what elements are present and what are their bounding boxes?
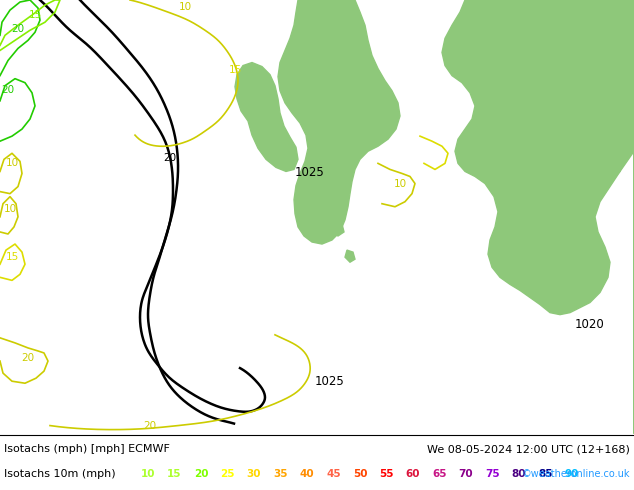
- Text: Isotachs (mph) [mph] ECMWF: Isotachs (mph) [mph] ECMWF: [4, 444, 170, 454]
- Polygon shape: [442, 0, 634, 434]
- Text: 45: 45: [326, 468, 341, 479]
- Text: 80: 80: [512, 468, 526, 479]
- Polygon shape: [505, 40, 625, 222]
- Text: 15: 15: [29, 10, 42, 20]
- Text: 75: 75: [485, 468, 500, 479]
- Text: 10: 10: [3, 204, 16, 214]
- Text: 30: 30: [247, 468, 261, 479]
- Text: Isotachs 10m (mph): Isotachs 10m (mph): [4, 468, 115, 479]
- Text: 65: 65: [432, 468, 447, 479]
- Polygon shape: [500, 0, 634, 131]
- Text: 15: 15: [228, 65, 242, 74]
- Text: 10: 10: [6, 158, 18, 169]
- Text: 90: 90: [565, 468, 579, 479]
- Text: 1025: 1025: [295, 167, 325, 179]
- Text: 55: 55: [379, 468, 394, 479]
- Text: 1025: 1025: [315, 375, 345, 388]
- Text: 15: 15: [167, 468, 182, 479]
- Text: 10: 10: [178, 2, 191, 12]
- Text: 1020: 1020: [575, 318, 605, 331]
- Polygon shape: [328, 222, 344, 236]
- Text: 15: 15: [5, 252, 18, 262]
- Text: 25: 25: [220, 468, 235, 479]
- Text: 50: 50: [353, 468, 367, 479]
- Text: ©weatheronline.co.uk: ©weatheronline.co.uk: [522, 468, 630, 479]
- Text: 20: 20: [1, 85, 15, 95]
- Text: 40: 40: [300, 468, 314, 479]
- Polygon shape: [278, 0, 400, 244]
- Text: 20: 20: [143, 420, 157, 431]
- Polygon shape: [345, 250, 355, 262]
- Text: 35: 35: [273, 468, 288, 479]
- Text: 60: 60: [406, 468, 420, 479]
- Text: 20: 20: [22, 353, 35, 363]
- Polygon shape: [235, 63, 298, 172]
- Text: 10: 10: [394, 178, 406, 189]
- Text: 20: 20: [11, 24, 25, 34]
- Text: 85: 85: [538, 468, 553, 479]
- Text: 10: 10: [141, 468, 155, 479]
- Text: We 08-05-2024 12:00 UTC (12+168): We 08-05-2024 12:00 UTC (12+168): [427, 444, 630, 454]
- Text: 70: 70: [458, 468, 474, 479]
- Text: 20: 20: [164, 153, 176, 163]
- Text: 20: 20: [194, 468, 208, 479]
